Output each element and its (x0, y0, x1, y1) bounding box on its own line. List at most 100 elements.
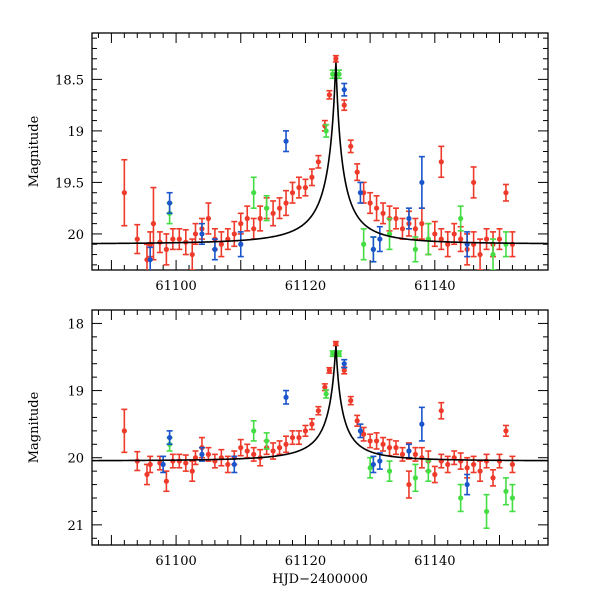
y-tick-label: 20 (67, 452, 84, 467)
data-point-red (270, 210, 276, 216)
data-point-red (176, 236, 182, 242)
data-point-green (490, 251, 496, 258)
data-point-red (163, 246, 169, 252)
x-tick-label: 61100 (155, 554, 196, 569)
data-point-blue (341, 361, 347, 367)
x-tick-label: 61140 (414, 279, 455, 294)
data-point-red (205, 451, 212, 457)
data-point-red (354, 418, 360, 424)
data-point-red (315, 408, 321, 414)
plot-area (92, 340, 548, 530)
data-point-red (322, 384, 328, 390)
data-point-red (121, 428, 127, 434)
data-point-red (244, 215, 250, 222)
data-point-red (251, 226, 257, 232)
data-point-green (264, 205, 270, 211)
data-point-red (134, 236, 140, 242)
data-point-red (483, 458, 490, 464)
data-point-red (348, 398, 354, 404)
data-point-red (170, 458, 176, 464)
data-point-red (438, 408, 444, 414)
data-point-blue (167, 434, 173, 441)
data-point-red (419, 221, 425, 227)
data-point-red (333, 340, 339, 347)
y-tick-label: 19 (67, 385, 84, 400)
data-point-red (302, 184, 309, 191)
data-point-red (477, 251, 483, 258)
data-point-green (483, 508, 490, 515)
data-point-blue (147, 257, 153, 263)
y-tick-label: 19 (67, 125, 84, 140)
plot-area (92, 54, 548, 270)
data-point-red (451, 231, 457, 237)
data-point-blue (464, 481, 470, 488)
data-point-red (309, 421, 315, 427)
data-point-red (445, 241, 451, 247)
data-point-green (264, 438, 270, 444)
y-axis-label: Magnitude (27, 391, 42, 463)
data-point-red (244, 448, 250, 454)
data-point-red (147, 461, 153, 468)
data-point-red (438, 236, 444, 242)
data-point-red (283, 200, 289, 206)
data-point-red (373, 438, 380, 444)
data-point-blue (283, 394, 289, 400)
data-point-red (302, 428, 309, 434)
data-point-green (330, 351, 336, 357)
data-point-green (330, 71, 336, 77)
data-point-red (150, 221, 157, 227)
data-point-red (225, 461, 231, 468)
data-point-red (432, 471, 438, 478)
data-point-red (412, 226, 419, 232)
data-point-red (432, 231, 438, 237)
data-point-blue (199, 451, 205, 457)
data-point-green (509, 495, 516, 501)
bottom-panel: 61100 61120 61140 18 19 20 21 Magnitude HJD−2400… (27, 309, 549, 587)
data-point-red (296, 434, 302, 441)
data-point-red (170, 236, 176, 242)
data-point-green (361, 241, 367, 247)
data-point-red (471, 461, 477, 468)
data-point-blue (357, 190, 364, 196)
data-point-red (341, 367, 347, 374)
x-tick-label: 61100 (155, 279, 196, 294)
data-point-green (336, 351, 342, 357)
data-point-red (399, 451, 406, 457)
data-point-red (367, 200, 373, 206)
data-point-red (283, 441, 289, 447)
x-tick-label: 61140 (414, 554, 455, 569)
data-point-green (367, 465, 373, 471)
data-point-blue (283, 138, 289, 144)
data-point-red (289, 434, 296, 441)
data-point-green (412, 246, 419, 252)
data-point-green (251, 428, 257, 434)
data-point-red (412, 451, 419, 457)
data-point-blue (377, 458, 383, 464)
data-point-red (121, 190, 127, 196)
data-point-blue (370, 461, 376, 468)
data-point-blue (231, 461, 237, 468)
data-point-blue (199, 231, 205, 237)
data-point-red (276, 445, 283, 451)
y-tick-label: 20 (67, 228, 84, 243)
data-point-red (393, 215, 399, 222)
data-point-red (399, 226, 406, 232)
data-point-red (333, 56, 339, 62)
data-point-red (490, 475, 496, 481)
data-point-green (458, 495, 464, 501)
data-point-blue (238, 241, 244, 247)
data-point-red (189, 468, 195, 474)
data-point-blue (341, 87, 347, 93)
data-point-blue (167, 200, 173, 206)
data-point-green (336, 71, 342, 77)
data-point-red (380, 210, 386, 216)
data-point-green (323, 128, 329, 134)
data-point-red (341, 102, 347, 108)
data-point-red (471, 179, 477, 186)
data-point-red (393, 445, 399, 451)
data-point-green (251, 190, 257, 196)
data-point-red (192, 231, 199, 237)
data-point-blue (419, 421, 425, 427)
data-point-green (412, 475, 419, 481)
